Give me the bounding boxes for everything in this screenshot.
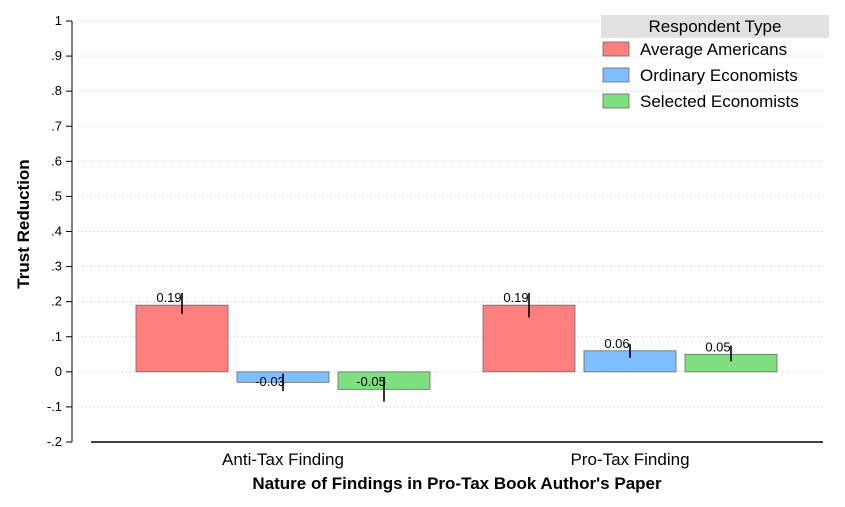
y-tick-label: .7 [51,118,62,133]
y-tick-label: 0 [55,364,62,379]
bar [135,304,229,373]
y-tick-label: .3 [51,259,62,274]
data-label: 0.19 [503,290,528,305]
y-tick-label: .2 [51,294,62,309]
y-tick-label: -.2 [47,434,62,449]
x-axis-title: Nature of Findings in Pro-Tax Book Autho… [252,474,662,493]
legend-title: Respondent Type [649,17,782,36]
data-label: 0.06 [604,336,629,351]
axes [71,21,823,443]
error-bars [181,292,732,402]
legend: Respondent Type Average Americans Ordinar… [601,15,829,111]
x-axis-categories: Anti-Tax Finding Pro-Tax Finding [222,450,689,469]
legend-entry: Ordinary Economists [640,66,798,85]
x-category-label: Pro-Tax Finding [570,450,689,469]
y-tick-label: .4 [51,224,62,239]
y-tick-label: .5 [51,188,62,203]
legend-swatch [602,67,630,83]
y-tick-label: .9 [51,48,62,63]
y-tick-label: .8 [51,83,62,98]
y-axis-ticks: -.2 -.1 0 .1 .2 .3 .4 .5 .6 .7 .8 .9 1 [47,13,72,449]
data-label: 0.05 [705,339,730,354]
data-label: 0.19 [156,290,181,305]
y-tick-label: -.1 [47,399,62,414]
y-tick-label: 1 [55,13,62,28]
legend-title-background [601,15,829,38]
data-label: -0.05 [356,374,386,389]
x-category-label: Anti-Tax Finding [222,450,344,469]
y-tick-label: .6 [51,153,62,168]
y-axis-title: Trust Reduction [14,159,33,288]
data-label: -0.03 [255,374,285,389]
bars [135,304,778,390]
legend-entry: Selected Economists [640,92,799,111]
legend-swatch [602,41,630,57]
legend-entry: Average Americans [640,40,787,59]
data-labels: 0.19 0.19 -0.03 0.06 -0.05 0.05 [156,290,730,389]
legend-swatch [602,93,630,109]
y-tick-label: .1 [51,329,62,344]
